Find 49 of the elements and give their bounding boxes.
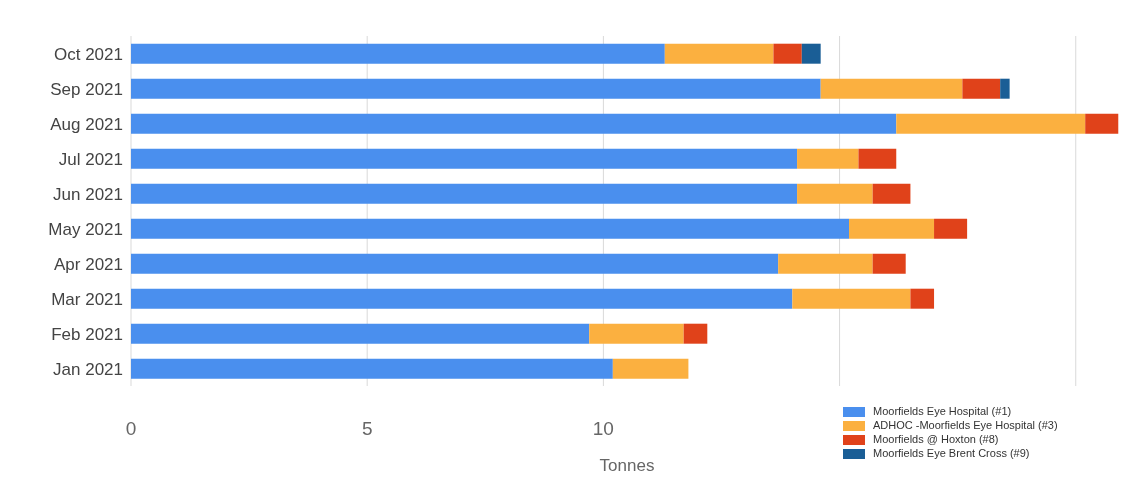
- bar: [778, 253, 873, 274]
- bar: [131, 358, 613, 379]
- x-tick-label: 10: [592, 418, 614, 440]
- bar: [934, 218, 968, 239]
- bar: [131, 288, 793, 309]
- y-tick-label: Jul 2021: [58, 149, 123, 169]
- legend-label: ADHOC -Moorfields Eye Hospital (#3): [873, 419, 1058, 431]
- bar: [131, 78, 821, 99]
- bar: [872, 253, 906, 274]
- y-tick-label: Oct 2021: [54, 44, 123, 64]
- bar: [131, 323, 590, 344]
- bar: [131, 43, 665, 64]
- y-tick-label: Aug 2021: [50, 114, 123, 134]
- bar: [589, 323, 684, 344]
- bar: [792, 288, 911, 309]
- y-tick-label: Jun 2021: [53, 184, 123, 204]
- bar: [131, 183, 798, 204]
- bar: [872, 183, 911, 204]
- bar: [1000, 78, 1010, 99]
- bar: [131, 148, 798, 169]
- bar: [896, 113, 1086, 134]
- legend-label: Moorfields @ Hoxton (#8): [873, 433, 999, 445]
- bar: [910, 288, 935, 309]
- bar: [820, 78, 963, 99]
- y-tick-label: Jan 2021: [53, 359, 123, 379]
- bar: [612, 358, 689, 379]
- bar: [131, 253, 779, 274]
- y-tick-label: Mar 2021: [51, 289, 123, 309]
- bar: [773, 43, 802, 64]
- y-tick-label: May 2021: [48, 219, 123, 239]
- x-tick-label: 0: [125, 418, 137, 440]
- legend-label: Moorfields Eye Hospital (#1): [873, 405, 1012, 417]
- bar: [858, 148, 897, 169]
- bar: [683, 323, 708, 344]
- bar: [131, 218, 850, 239]
- bar: [801, 43, 821, 64]
- bar: [797, 148, 859, 169]
- bar: [1085, 113, 1119, 134]
- y-tick-label: Apr 2021: [54, 254, 123, 274]
- legend-label: Moorfields Eye Brent Cross (#9): [873, 447, 1030, 459]
- bar: [962, 78, 1001, 99]
- y-tick-label: Feb 2021: [51, 324, 123, 344]
- bar: [664, 43, 774, 64]
- bar: [131, 113, 897, 134]
- bar: [849, 218, 935, 239]
- x-axis-title: Tonnes: [599, 456, 655, 475]
- y-tick-label: Sep 2021: [50, 79, 123, 99]
- bar: [797, 183, 873, 204]
- x-tick-label: 5: [361, 418, 373, 440]
